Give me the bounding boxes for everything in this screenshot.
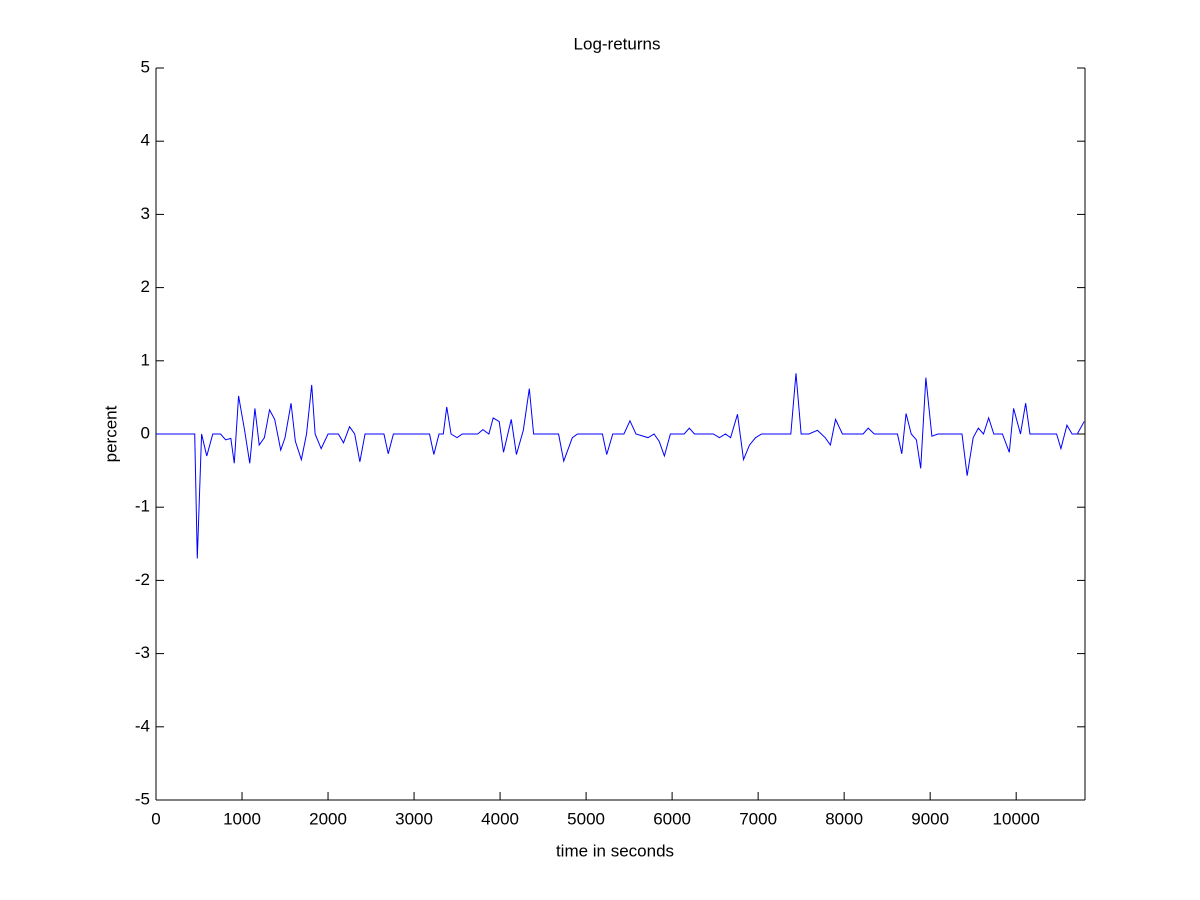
y-tick-label: -1 <box>135 497 150 516</box>
x-tick-label: 9000 <box>911 809 949 828</box>
y-tick-label: 1 <box>141 350 150 369</box>
x-tick-label: 1000 <box>223 809 261 828</box>
x-tick-label: 7000 <box>739 809 777 828</box>
y-tick-label: -4 <box>135 716 150 735</box>
x-tick-label: 2000 <box>309 809 347 828</box>
x-tick-label: 6000 <box>653 809 691 828</box>
line-series <box>156 373 1085 559</box>
y-tick-label: 5 <box>141 57 150 76</box>
y-tick-label: 0 <box>141 423 150 442</box>
chart-title: Log-returns <box>574 34 661 53</box>
x-tick-label: 4000 <box>481 809 519 828</box>
y-tick-label: 2 <box>141 277 150 296</box>
x-tick-label: 0 <box>151 809 160 828</box>
y-tick-label: 3 <box>141 204 150 223</box>
y-tick-label: 4 <box>141 131 150 150</box>
x-tick-label: 10000 <box>993 809 1040 828</box>
y-tick-label: -3 <box>135 643 150 662</box>
x-tick-label: 5000 <box>567 809 605 828</box>
x-tick-label: 8000 <box>825 809 863 828</box>
y-tick-label: -2 <box>135 570 150 589</box>
y-axis-label: percent <box>101 405 120 462</box>
x-axis-label: time in seconds <box>556 841 674 860</box>
y-tick-label: -5 <box>135 789 150 808</box>
x-tick-label: 3000 <box>395 809 433 828</box>
